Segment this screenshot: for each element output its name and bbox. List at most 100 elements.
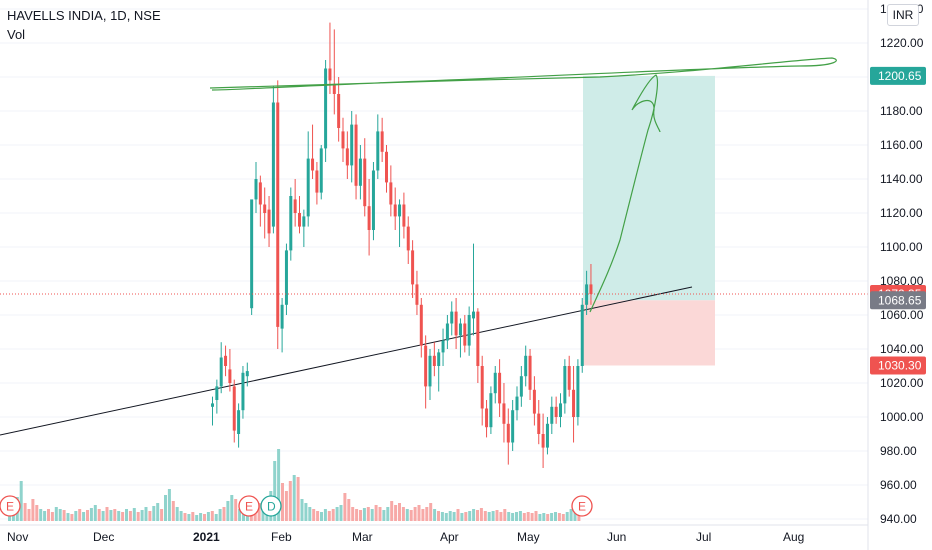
candle-body — [524, 355, 528, 377]
volume-bar — [476, 510, 479, 521]
candle-body — [271, 102, 275, 227]
volume-bar — [105, 507, 109, 521]
volume-indicator-label: Vol — [7, 27, 26, 42]
earnings-marker[interactable]: E — [0, 495, 21, 517]
volume-bar — [89, 508, 93, 521]
volume-bar — [343, 493, 347, 521]
x-tick-label: May — [517, 530, 540, 544]
volume-bar — [468, 511, 472, 521]
candle-body — [545, 423, 549, 448]
x-tick-label: Dec — [93, 530, 114, 544]
volume-bar — [440, 512, 444, 521]
volume-bar — [331, 509, 335, 521]
candle-body — [454, 311, 458, 336]
volume-bar — [273, 461, 277, 521]
stop-zone — [583, 300, 715, 366]
candle-body — [302, 216, 306, 227]
volume-bar — [179, 511, 183, 521]
volume-bar — [160, 509, 164, 521]
candle-body — [293, 199, 297, 213]
candle-body — [393, 204, 397, 217]
candle-body — [345, 148, 349, 166]
volume-bar — [542, 513, 546, 521]
candle-body — [424, 345, 428, 387]
volume-bar — [374, 505, 378, 521]
candle-body — [506, 423, 510, 443]
volume-bar — [444, 513, 448, 521]
volume-bar — [125, 509, 128, 521]
volume-bar — [136, 512, 140, 521]
candle-body — [554, 406, 558, 417]
volume-bar — [421, 509, 425, 521]
candle-body — [428, 355, 432, 387]
volume-bar — [39, 509, 43, 521]
candle-body — [385, 151, 388, 183]
candle-body — [458, 323, 462, 336]
volume-bar — [132, 508, 136, 521]
volume-bar — [316, 511, 320, 521]
x-tick-label: Nov — [7, 530, 28, 544]
x-tick-label: Mar — [352, 530, 373, 544]
volume-bar — [401, 507, 405, 521]
candle-body — [306, 158, 310, 217]
y-tick-label: 1180.00 — [880, 104, 923, 118]
volume-bar — [561, 514, 565, 521]
y-tick-label: 1060.00 — [880, 308, 924, 322]
y-tick-label: 1020.00 — [880, 376, 924, 390]
candle-body — [211, 403, 214, 407]
volume-bar — [214, 514, 218, 521]
candle-body — [485, 408, 489, 428]
candle-body — [358, 158, 362, 186]
volume-bar — [281, 483, 284, 521]
volume-bar — [128, 511, 132, 521]
volume-bar — [195, 515, 199, 521]
candle-body — [219, 357, 223, 387]
volume-bar — [413, 507, 417, 521]
volume-bar — [226, 501, 230, 521]
volume-bar — [183, 513, 187, 521]
candle-body — [380, 131, 384, 152]
volume-bar — [491, 511, 495, 521]
candle-body — [228, 369, 232, 383]
event-marker-label: E — [245, 500, 253, 514]
candle-body — [563, 366, 567, 404]
earnings-marker[interactable]: E — [238, 495, 260, 517]
candle-body — [515, 396, 519, 411]
volume-bar — [218, 509, 222, 521]
volume-bar — [117, 511, 121, 521]
price-label-stop — [870, 356, 926, 375]
candle-body — [450, 311, 454, 324]
currency-badge[interactable]: INR — [887, 4, 919, 26]
y-tick-label: 1100.00 — [880, 240, 923, 254]
y-tick-label: 1140.00 — [880, 172, 923, 186]
candle-body — [476, 311, 480, 366]
volume-bar — [58, 509, 62, 521]
volume-bar — [530, 513, 534, 521]
price-label-entry — [870, 291, 926, 310]
volume-bar — [464, 512, 468, 521]
volume-bar — [288, 481, 292, 521]
volume-bar — [31, 499, 35, 521]
candle-body — [298, 213, 301, 227]
y-tick-label: 1040.00 — [880, 342, 924, 356]
volume-bar — [296, 477, 300, 521]
candle-body — [467, 315, 471, 346]
dividend-marker[interactable]: D — [260, 495, 282, 517]
earnings-marker[interactable]: E — [571, 495, 593, 517]
volume-bar — [409, 510, 413, 521]
candle-body — [224, 355, 228, 366]
volume-bar — [538, 514, 542, 521]
volume-bar — [109, 510, 113, 521]
candle-body — [267, 209, 271, 234]
volume-bar — [429, 503, 433, 521]
volume-bar — [386, 507, 390, 521]
candle-body — [480, 366, 484, 409]
price-label-text: 1200.65 — [878, 69, 922, 83]
volume-bar — [483, 511, 487, 521]
volume-bar — [323, 509, 327, 521]
candle-body — [237, 410, 241, 434]
volume-bar — [175, 507, 179, 521]
candle-body — [537, 413, 541, 434]
